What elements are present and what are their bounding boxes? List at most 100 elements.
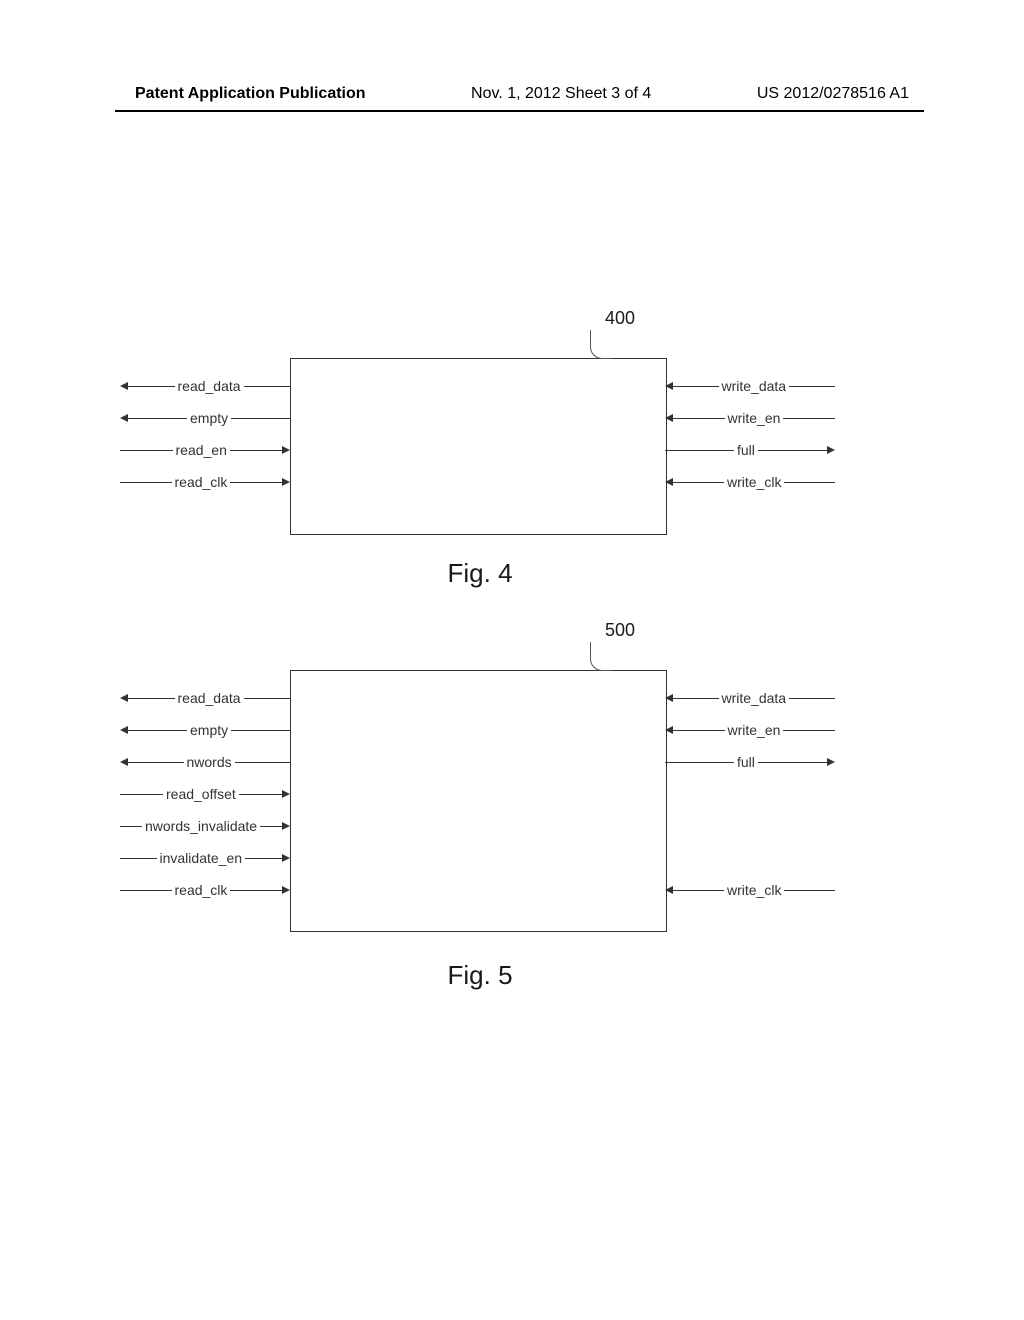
signal-line [673,890,724,891]
arrow-icon [665,726,673,734]
signal-label: empty [187,410,231,426]
signal-line [789,386,835,387]
signal-line [128,730,187,731]
signal-line [120,826,142,827]
arrow-icon [120,726,128,734]
signal-line [673,698,719,699]
arrow-icon [282,822,290,830]
signal-label: read_en [173,442,230,458]
arrow-icon [120,694,128,702]
figure-4-label: Fig. 4 [448,558,513,589]
header-rule [115,110,924,112]
signal-write-clk: write_clk [665,472,835,492]
signal-line [673,386,719,387]
fifo-block-400 [290,358,667,535]
page: Patent Application Publication Nov. 1, 2… [0,0,1024,1320]
signal-line [128,762,184,763]
signal-label: nwords_invalidate [142,818,260,834]
signal-write-data: write_data [665,688,835,708]
header-right: US 2012/0278516 A1 [757,85,909,103]
signal-label: write_clk [724,474,784,490]
signal-line [128,418,187,419]
signal-read-data: read_data [120,688,290,708]
signal-write-clk: write_clk [665,880,835,900]
signal-line [245,858,282,859]
signal-nwords: nwords [120,752,290,772]
arrow-icon [665,414,673,422]
signal-line [120,794,163,795]
signal-read-offset: read_offset [120,784,290,804]
signal-label: read_clk [172,882,231,898]
arrow-icon [665,694,673,702]
signal-read-clk: read_clk [120,880,290,900]
arrow-icon [665,478,673,486]
signal-line [783,730,835,731]
arrow-icon [827,758,835,766]
header-left: Patent Application Publication [135,85,366,103]
signal-label: read_clk [172,474,231,490]
signal-label: nwords [184,754,235,770]
reference-number-400: 400 [605,308,635,329]
signal-line [231,418,290,419]
signal-line [665,762,734,763]
signal-line [120,890,172,891]
signal-label: write_clk [724,882,784,898]
signal-label: write_en [725,410,784,426]
signal-nwords-invalidate: nwords_invalidate [120,816,290,836]
reference-leader-500 [590,642,611,671]
signal-line [120,858,157,859]
signal-empty: empty [120,408,290,428]
signal-label: full [734,754,758,770]
signal-line [784,890,835,891]
signal-line [230,890,282,891]
signal-full: full [665,440,835,460]
arrow-icon [282,790,290,798]
signal-write-en: write_en [665,720,835,740]
signal-line [239,794,282,795]
signal-line [783,418,835,419]
signal-line [260,826,282,827]
signal-line [235,762,291,763]
figure-5-label: Fig. 5 [448,960,513,991]
arrow-icon [665,382,673,390]
arrow-icon [120,382,128,390]
signal-write-en: write_en [665,408,835,428]
signal-full: full [665,752,835,772]
signal-label: empty [187,722,231,738]
reference-number-500: 500 [605,620,635,641]
signal-line [128,386,175,387]
signal-read-en: read_en [120,440,290,460]
signal-line [128,698,175,699]
signal-label: write_en [725,722,784,738]
signal-line [230,450,283,451]
signal-line [244,698,291,699]
arrow-icon [282,478,290,486]
signal-line [120,482,172,483]
signal-read-data: read_data [120,376,290,396]
signal-line [789,698,835,699]
signal-write-data: write_data [665,376,835,396]
signal-line [673,418,725,419]
signal-empty: empty [120,720,290,740]
arrow-icon [282,886,290,894]
signal-label: read_data [175,690,244,706]
signal-label: full [734,442,758,458]
signal-line [230,482,282,483]
signal-line [231,730,290,731]
signal-read-clk: read_clk [120,472,290,492]
signal-invalidate-en: invalidate_en [120,848,290,868]
signal-line [758,762,827,763]
arrow-icon [120,758,128,766]
arrow-icon [827,446,835,454]
header-mid: Nov. 1, 2012 Sheet 3 of 4 [471,85,651,103]
fifo-block-500 [290,670,667,932]
signal-line [673,482,724,483]
reference-leader-400 [590,330,611,359]
arrow-icon [282,446,290,454]
signal-label: write_data [719,690,790,706]
signal-label: write_data [719,378,790,394]
signal-label: read_data [175,378,244,394]
arrow-icon [120,414,128,422]
signal-line [758,450,827,451]
signal-line [120,450,173,451]
